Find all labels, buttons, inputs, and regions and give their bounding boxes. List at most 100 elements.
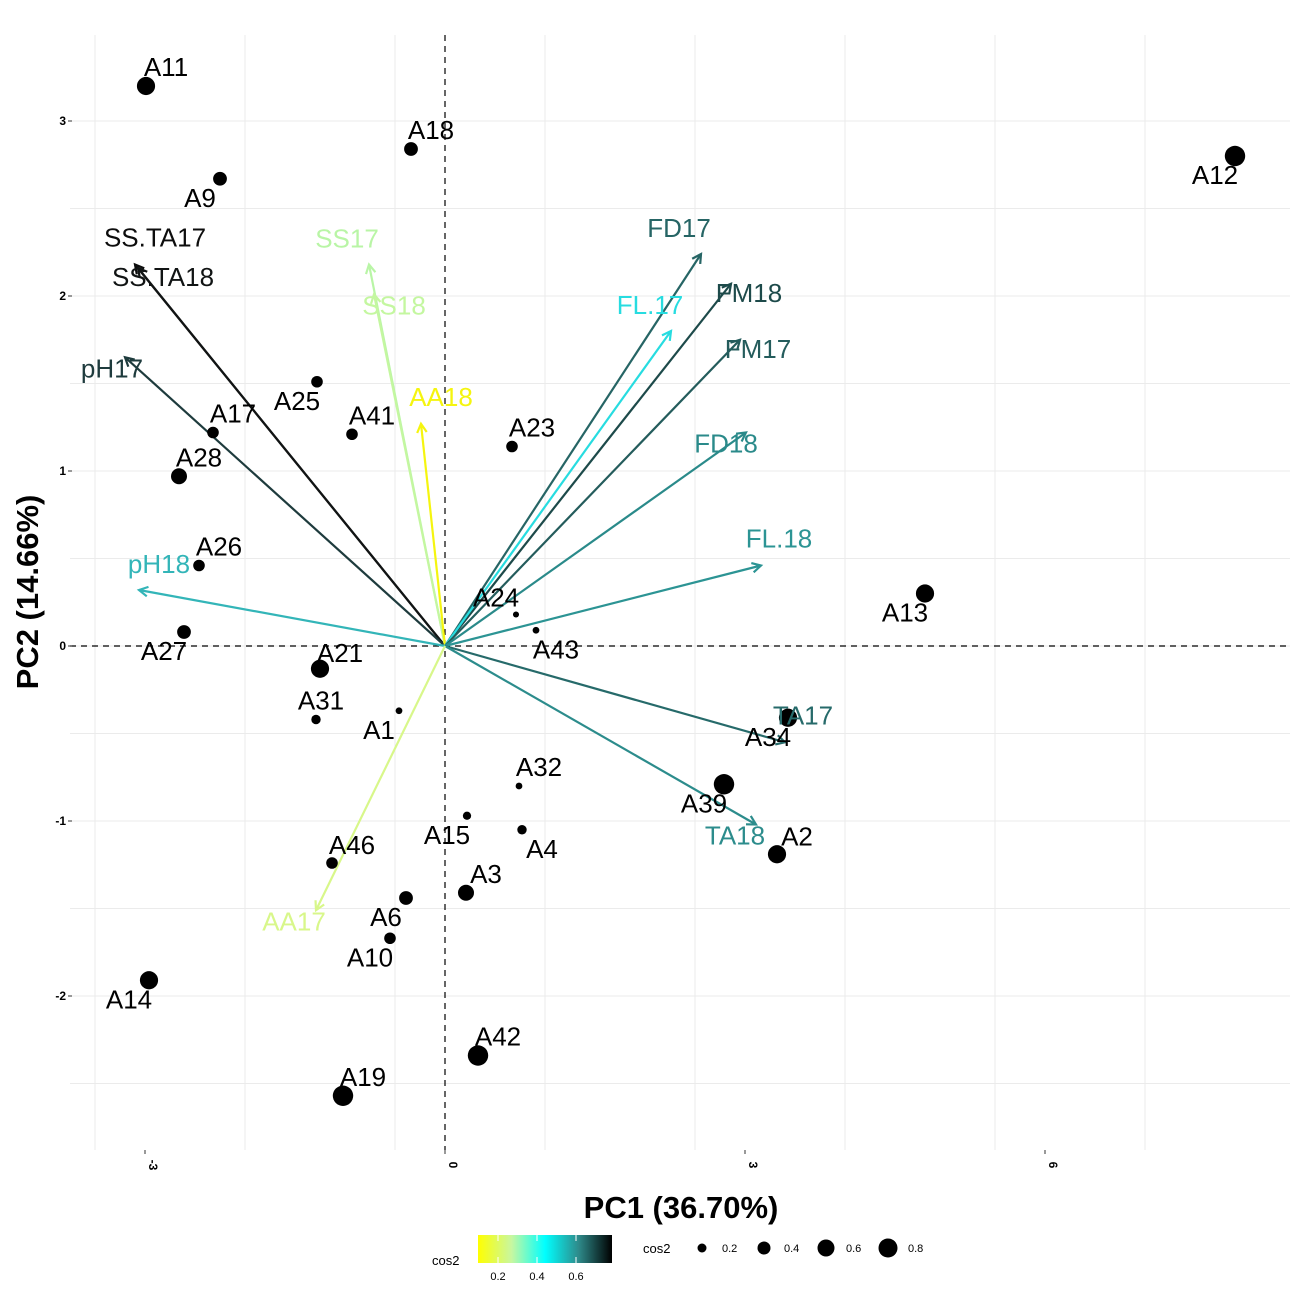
arrow-head [661,329,673,342]
individual-point [517,825,527,835]
variable-arrow [444,564,762,648]
individual-point [462,811,472,820]
variable-arrow [444,338,741,647]
individual-point [311,714,321,725]
arrow-head [416,421,428,434]
arrow-head [136,266,148,279]
arrow-head [691,252,703,265]
variable-label: FM17 [725,334,791,364]
point-label: A26 [196,532,242,562]
variable-arrow [419,423,447,647]
individual-point [713,774,735,795]
individual-point [399,891,413,905]
variable-arrow [138,588,446,648]
point-label: A10 [347,942,393,972]
individual-point [207,426,219,439]
color-legend: cos2 0.2 0.4 0.6 [432,1235,612,1283]
y-tick-label: 1 [59,464,66,478]
individual-point [467,1045,489,1066]
size-legend-dot [878,1238,898,1258]
variable-label: TA17 [773,700,833,730]
point-label: A17 [210,399,256,429]
arrow-head [136,585,149,598]
color-legend-bar [478,1235,612,1263]
color-legend-break-label: 0.4 [529,1271,544,1283]
point-label: A3 [470,859,502,889]
individual-point [310,659,330,678]
y-tick-label: 0 [59,639,66,653]
individual-point [395,707,403,715]
variable-label: FD18 [694,429,758,459]
arrow-head [745,815,758,826]
variable-label: FM18 [716,278,782,308]
size-legend-title: cos2 [643,1241,670,1256]
point-label: A21 [317,638,363,668]
variable-label: FD17 [647,213,711,243]
point-label: A2 [781,821,813,851]
point-label: A28 [176,442,222,472]
individual-point [915,584,935,603]
individual-point [139,971,159,990]
point-label: A14 [106,984,152,1014]
variable-arrow [372,294,447,647]
point-label: A9 [184,183,216,213]
y-axis-title: PC2 (14.66%) [10,495,45,690]
individual-point [506,440,518,453]
variable-label: AA18 [409,382,473,412]
variable-label: pH18 [128,549,190,579]
arrow-head [314,900,325,913]
variable-label: SS.TA18 [112,262,214,292]
variable-arrows [123,252,788,913]
arrow-head [735,431,748,442]
arrow-head [133,262,145,275]
variable-label: SS18 [362,290,426,320]
individual-point [213,171,227,186]
size-legend-label: 0.4 [784,1243,799,1255]
size-legend-label: 0.6 [846,1243,861,1255]
individual-point [767,845,787,864]
point-label: A46 [329,830,375,860]
variable-labels: SS.TA17 SS.TA18 SS17 SS18 pH17 AA18 FD17 FM18 FL… [81,213,833,936]
point-labels: A11 A18 A9 A12 A25 A41 A23 A17 A28 A26 A24 A43 A27 A1… [106,52,1238,1092]
arrow-head [730,338,742,350]
point-label: A1 [363,715,395,745]
variable-arrow [444,253,702,647]
arrow-head [721,281,733,294]
grid-lines [70,35,1290,1150]
variable-label: AA17 [262,906,326,936]
variable-label: pH17 [81,353,143,383]
individual-point [515,782,523,790]
point-label: A41 [349,400,395,430]
variable-label: SS17 [315,224,379,254]
point-label: A6 [370,902,402,932]
x-axis-ticks: -3 0 3 6 [144,1150,1060,1171]
individual-point [458,884,474,901]
variable-label: SS.TA17 [104,223,206,253]
point-label: A11 [144,52,188,82]
variable-label: TA18 [705,821,765,851]
point-label: A15 [424,820,470,850]
variable-arrow [444,330,672,647]
variable-arrow [444,644,786,744]
individual-point [1224,145,1246,167]
size-legend-dot [817,1239,835,1257]
color-legend-title: cos2 [432,1253,459,1268]
x-tick-label: -3 [146,1160,160,1171]
point-label: A13 [882,598,928,628]
size-legend-dot [757,1241,771,1255]
arrow-head [775,734,788,746]
arrow-head [751,561,764,574]
point-label: A19 [340,1062,386,1092]
variable-arrow [444,283,732,647]
y-tick-label: -2 [55,989,66,1003]
individual-point [136,76,156,96]
point-label: A43 [533,634,579,664]
point-label: A4 [526,834,558,864]
individual-point [193,559,205,572]
y-tick-label: 2 [59,289,66,303]
variable-arrow [137,267,446,647]
color-legend-break-label: 0.6 [568,1271,583,1283]
variable-arrow [315,645,446,911]
point-label: A39 [681,788,727,818]
